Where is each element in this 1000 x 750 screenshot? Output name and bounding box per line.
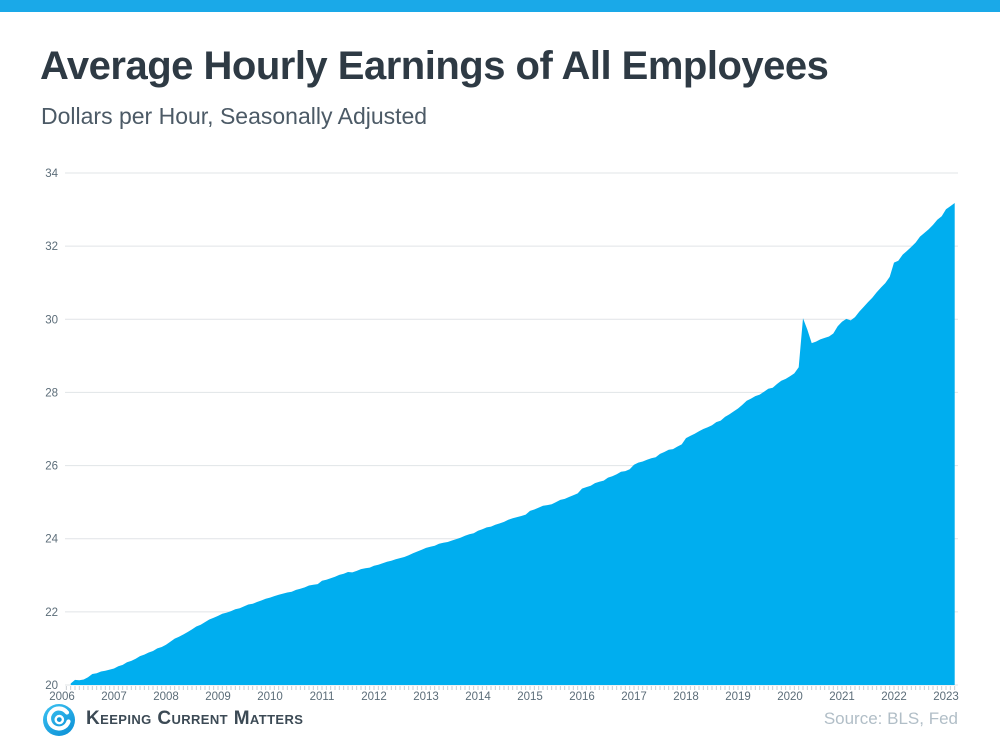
x-axis-label: 2021	[829, 691, 855, 703]
source-credit: Source: BLS, Fed	[823, 709, 958, 728]
x-axis-label: 2008	[153, 691, 179, 703]
y-axis-label: 30	[45, 314, 58, 326]
x-axis-label: 2011	[310, 691, 335, 703]
y-axis-label: 22	[45, 607, 58, 619]
y-axis-label: 32	[45, 241, 58, 253]
brand-name: Keeping Current Matters	[86, 708, 304, 729]
x-axis-label: 2012	[361, 691, 387, 703]
y-axis-label: 34	[45, 168, 58, 180]
x-axis-label: 2007	[101, 691, 127, 703]
x-axis-label: 2019	[725, 691, 751, 703]
top-accent-bar	[0, 0, 1000, 12]
x-axis-label: 2017	[621, 691, 647, 703]
x-axis-label: 2014	[465, 691, 491, 703]
earnings-area-series	[70, 203, 955, 685]
x-axis-label: 2009	[205, 691, 231, 703]
chart-title: Average Hourly Earnings of All Employees	[40, 44, 829, 88]
x-axis-label: 2010	[257, 691, 283, 703]
x-axis-label: 2018	[673, 691, 699, 703]
x-axis-label: 2013	[413, 691, 439, 703]
x-axis-label: 2006	[49, 691, 75, 703]
x-axis-label: 2020	[777, 691, 803, 703]
y-axis-label: 28	[45, 387, 58, 399]
y-axis-label: 24	[45, 534, 58, 546]
x-axis-label: 2016	[569, 691, 595, 703]
x-axis-label: 2022	[881, 691, 907, 703]
y-axis-label: 20	[45, 680, 58, 692]
chart-subtitle: Dollars per Hour, Seasonally Adjusted	[41, 103, 428, 129]
y-axis-label: 26	[45, 461, 58, 473]
x-axis-label: 2015	[517, 691, 543, 703]
x-axis-label: 2023	[933, 691, 959, 703]
kcm-swirl-icon	[43, 704, 75, 736]
